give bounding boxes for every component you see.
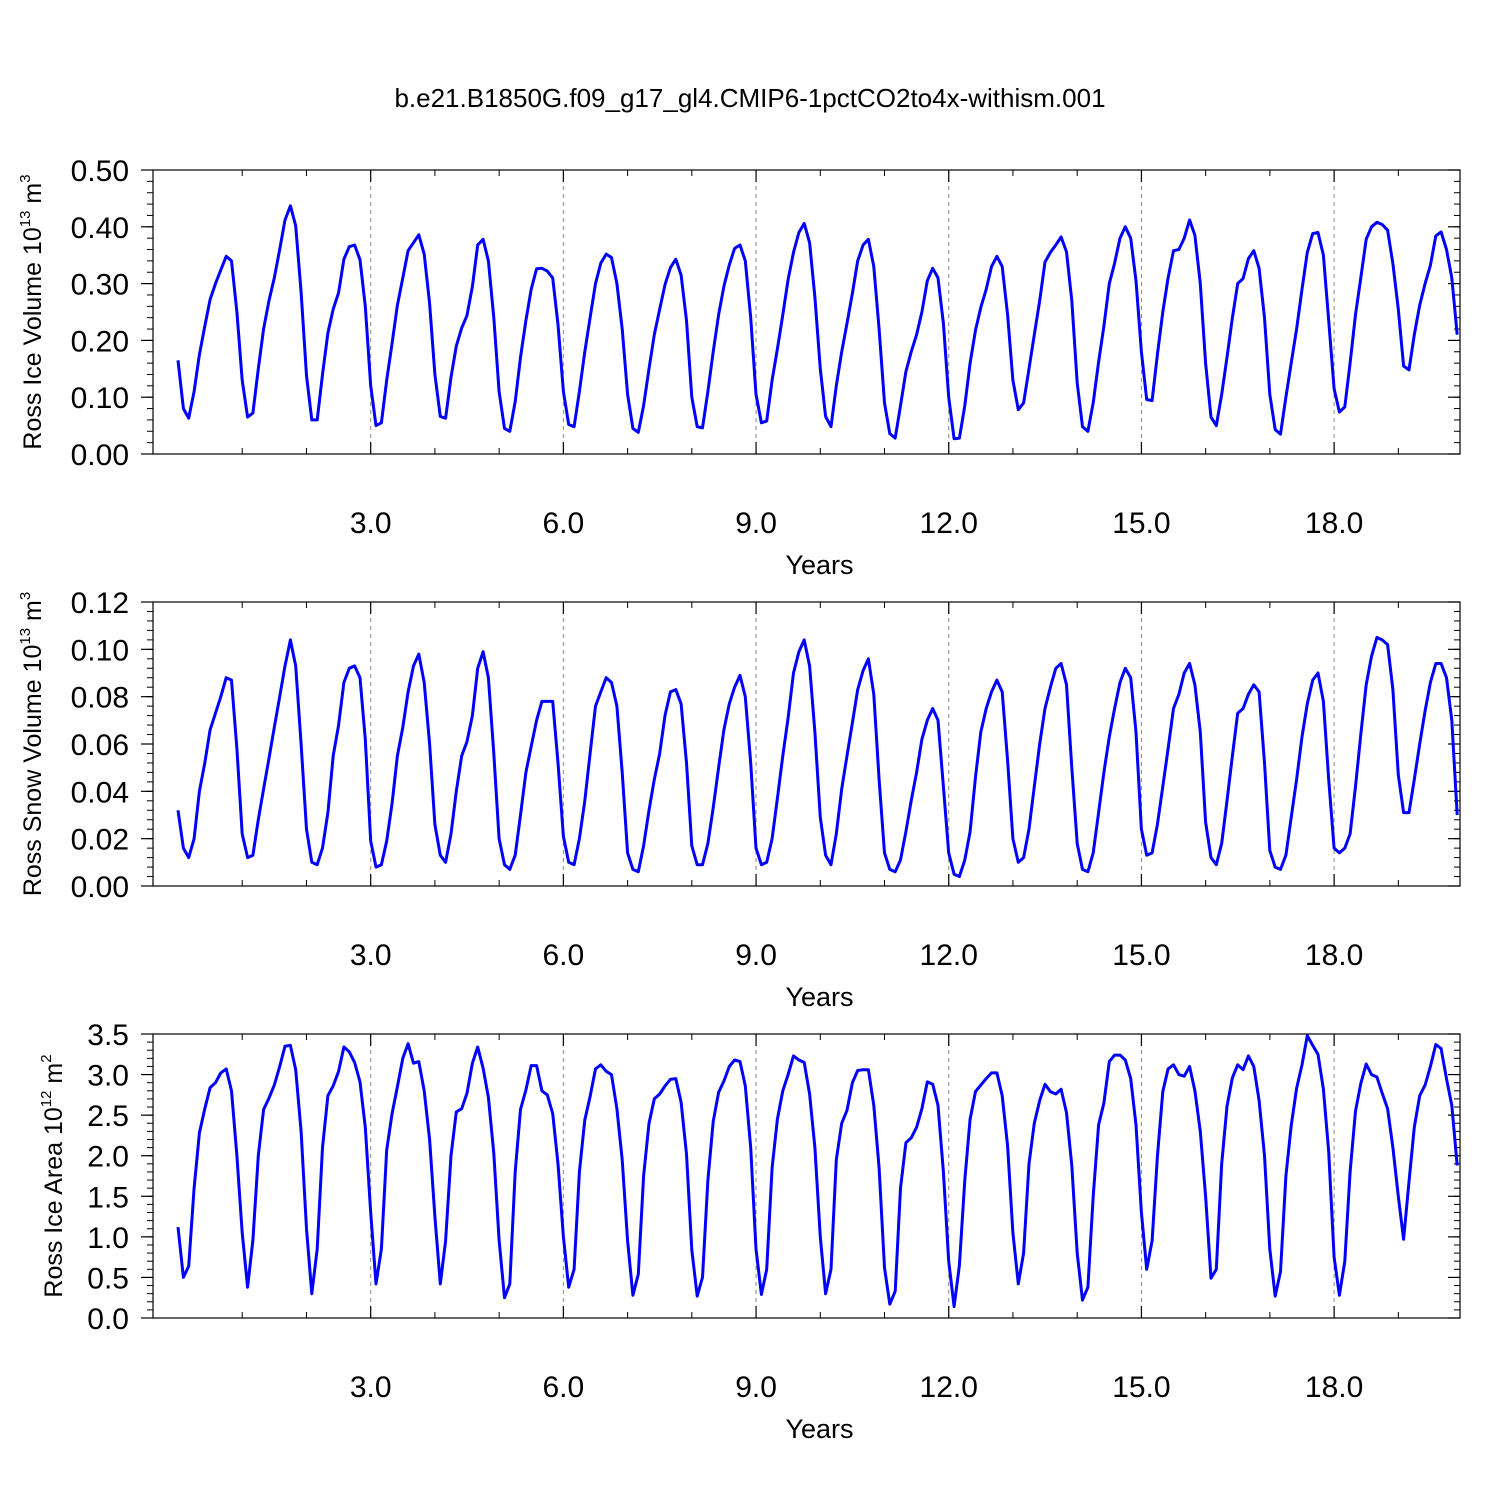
figure-title: b.e21.B1850G.f09_g17_gl4.CMIP6-1pctCO2to…: [394, 83, 1105, 113]
x-tick-label: 18.0: [1305, 1371, 1363, 1404]
y-axis-label-text: Ross Ice Volume 10: [19, 227, 47, 449]
plot-frame: [152, 169, 1461, 455]
plot-frame: [152, 1033, 1461, 1319]
x-tick-label: 3.0: [350, 1371, 392, 1404]
x-tick-label: 9.0: [735, 939, 777, 972]
y-tick-label: 0.12: [71, 587, 129, 620]
y-tick-label: 2.0: [87, 1141, 129, 1174]
x-tick-label: 12.0: [920, 1371, 978, 1404]
y-axis-label-unit-exp: 2: [38, 1054, 55, 1062]
y-tick-label: 1.0: [87, 1222, 129, 1255]
y-tick-label: 0.00: [71, 439, 129, 472]
y-tick-label: 0.06: [71, 729, 129, 762]
panel-1: 3.0 6.0 9.0 12.0 15.0 18.0 0.00 0.10 0.20 0.30 0.4…: [17, 155, 1461, 580]
x-tick-label: 18.0: [1305, 939, 1363, 972]
x-tick-label: 15.0: [1112, 1371, 1170, 1404]
y-axis-label: Ross Snow Volume 1013 m3: [17, 592, 47, 896]
x-axis-label: Years: [785, 982, 853, 1012]
x-tick-label: 9.0: [735, 507, 777, 540]
x-tick-label: 15.0: [1112, 507, 1170, 540]
y-tick-label: 0.00: [71, 871, 129, 904]
y-tick-label: 0.40: [71, 212, 129, 245]
y-axis-label: Ross Ice Area 1012 m2: [38, 1054, 68, 1297]
y-axis-label-unit: m: [40, 1063, 68, 1091]
y-axis-label-exp: 13: [17, 628, 34, 645]
y-axis-label-exp: 12: [38, 1091, 55, 1108]
panels: 3.0 6.0 9.0 12.0 15.0 18.0 0.00 0.10 0.20 0.30 0.4…: [17, 155, 1461, 1444]
x-tick-label: 18.0: [1305, 507, 1363, 540]
panel-3: 3.0 6.0 9.0 12.0 15.0 18.0 0.0 0.5 1.0 1.5 2.0 2.5 3…: [38, 1019, 1461, 1444]
series-line: [176, 1034, 1459, 1309]
y-tick-label: 0.50: [71, 155, 129, 188]
y-axis-label-unit: m: [19, 183, 47, 211]
y-axis-label-unit: m: [19, 600, 47, 628]
y-tick-label: 0.08: [71, 682, 129, 715]
x-tick-label: 15.0: [1112, 939, 1170, 972]
x-tick-label: 3.0: [350, 507, 392, 540]
y-axis-label: Ross Ice Volume 1013 m3: [17, 174, 47, 449]
series-line: [176, 204, 1459, 441]
y-tick-label: 3.5: [87, 1019, 129, 1052]
x-tick-label: 12.0: [920, 507, 978, 540]
y-tick-label: 0.04: [71, 776, 129, 809]
x-tick-label: 6.0: [543, 1371, 585, 1404]
y-tick-label: 0.30: [71, 269, 129, 302]
y-axis-label-text: Ross Snow Volume 10: [19, 645, 47, 897]
y-tick-label: 2.5: [87, 1100, 129, 1133]
y-axis-label-unit-exp: 3: [17, 592, 34, 600]
x-axis-label: Years: [785, 1414, 853, 1444]
y-tick-label: 0.5: [87, 1262, 129, 1295]
series-line: [176, 636, 1459, 878]
x-tick-label: 6.0: [543, 507, 585, 540]
y-axis-label-exp: 13: [17, 211, 34, 228]
x-tick-label: 12.0: [920, 939, 978, 972]
y-tick-label: 0.02: [71, 824, 129, 857]
x-tick-label: 9.0: [735, 1371, 777, 1404]
y-tick-label: 3.0: [87, 1060, 129, 1093]
y-axis-label-text: Ross Ice Area 10: [40, 1107, 68, 1297]
y-tick-label: 0.10: [71, 382, 129, 415]
y-axis-label-unit-exp: 3: [17, 174, 34, 182]
x-tick-label: 3.0: [350, 939, 392, 972]
y-tick-label: 1.5: [87, 1181, 129, 1214]
y-tick-label: 0.20: [71, 325, 129, 358]
panel-2: 3.0 6.0 9.0 12.0 15.0 18.0 0.00 0.02 0.04 0.06 0.0…: [17, 587, 1461, 1012]
y-tick-label: 0.10: [71, 634, 129, 667]
x-axis-label: Years: [785, 550, 853, 580]
y-tick-label: 0.0: [87, 1303, 129, 1336]
x-tick-label: 6.0: [543, 939, 585, 972]
